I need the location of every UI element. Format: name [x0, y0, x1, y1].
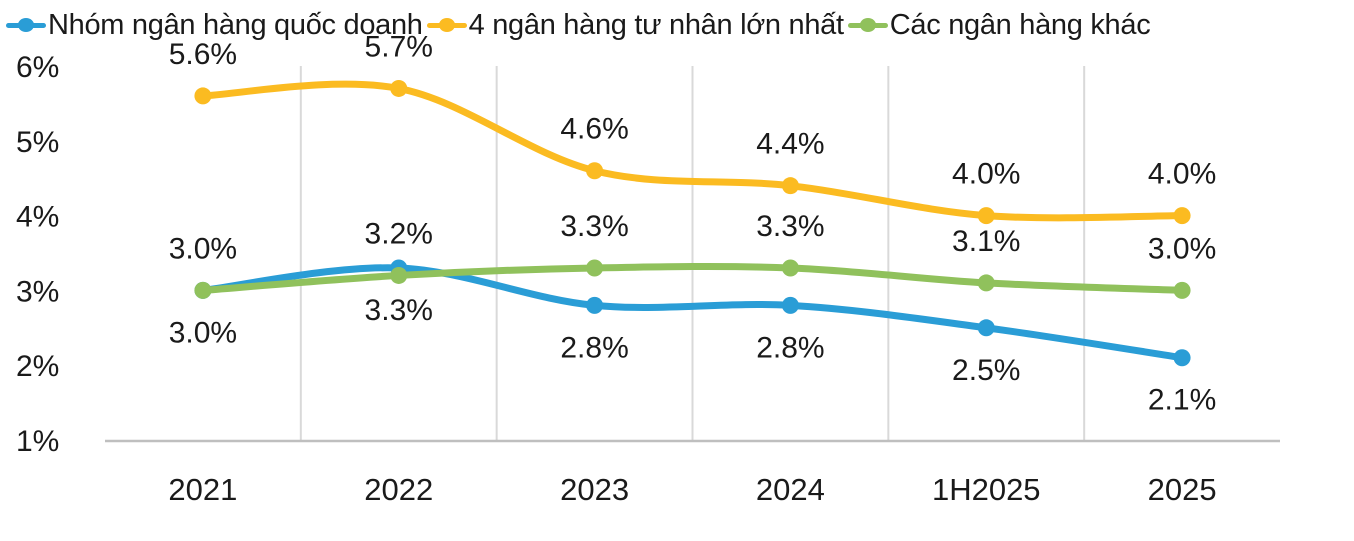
data-label: 5.7% [365, 30, 433, 63]
y-axis-tick-label: 5% [16, 126, 59, 159]
x-axis-tick-label: 1H2025 [932, 472, 1041, 507]
data-label: 3.3% [756, 210, 824, 243]
data-label: 3.0% [169, 232, 237, 265]
legend-label-state-owned-banks: Nhóm ngân hàng quốc doanh [48, 9, 423, 41]
x-axis-tick-label: 2023 [560, 472, 629, 507]
y-axis-tick-label: 3% [16, 275, 59, 308]
x-axis-tick-label: 2025 [1148, 472, 1217, 507]
data-point [781, 259, 799, 277]
legend-item-other-banks: Các ngân hàng khác [847, 5, 1151, 45]
data-label: 3.1% [952, 225, 1020, 258]
data-label: 4.0% [1148, 158, 1216, 191]
yellow-line-marker-icon [426, 16, 467, 34]
data-point [586, 259, 604, 277]
data-label: 2.8% [756, 331, 824, 364]
data-label: 2.5% [952, 354, 1020, 387]
data-point [781, 296, 799, 314]
data-label: 5.6% [169, 38, 237, 71]
y-axis-tick-label: 2% [16, 350, 59, 383]
x-axis-tick-label: 2022 [364, 472, 433, 507]
legend-label-other-banks: Các ngân hàng khác [889, 9, 1151, 41]
data-point [586, 296, 604, 314]
data-point [586, 162, 604, 180]
series-line-2 [199, 263, 1186, 294]
data-label: 3.3% [560, 210, 628, 243]
data-label: 3.2% [365, 217, 433, 250]
blue-line-marker-icon [6, 16, 46, 34]
data-label: 4.4% [756, 128, 824, 161]
data-point [977, 207, 995, 225]
series-line-0 [199, 264, 1186, 362]
data-point [390, 266, 408, 284]
y-axis-tick-label: 6% [16, 51, 59, 84]
legend: Nhóm ngân hàng quốc doanh 4 ngân hàng tư… [6, 5, 1151, 45]
x-axis-tick-label: 2021 [168, 472, 237, 507]
data-label: 3.0% [1148, 232, 1216, 265]
legend-label-top4-private-banks: 4 ngân hàng tư nhân lớn nhất [468, 9, 844, 41]
data-point [194, 281, 212, 299]
data-point [1173, 207, 1191, 225]
data-point [1173, 349, 1191, 367]
y-axis-tick-label: 1% [16, 425, 59, 458]
legend-item-state-owned-banks: Nhóm ngân hàng quốc doanh [6, 5, 423, 45]
series-line-1 [199, 80, 1186, 222]
x-axis-tick-label: 2024 [756, 472, 825, 507]
data-label: 3.0% [169, 316, 237, 349]
data-point [781, 177, 799, 195]
data-label: 2.8% [560, 331, 628, 364]
data-label: 4.0% [952, 158, 1020, 191]
data-label: 2.1% [1148, 384, 1216, 417]
y-axis-tick-label: 4% [16, 201, 59, 234]
data-label: 3.3% [365, 294, 433, 327]
data-point [977, 319, 995, 337]
data-point [390, 79, 408, 97]
green-line-marker-icon [847, 16, 888, 34]
legend-item-top4-private-banks: 4 ngân hàng tư nhân lớn nhất [426, 5, 844, 45]
data-point [1173, 281, 1191, 299]
data-point [194, 87, 212, 105]
data-label: 4.6% [560, 113, 628, 146]
data-point [977, 274, 995, 292]
